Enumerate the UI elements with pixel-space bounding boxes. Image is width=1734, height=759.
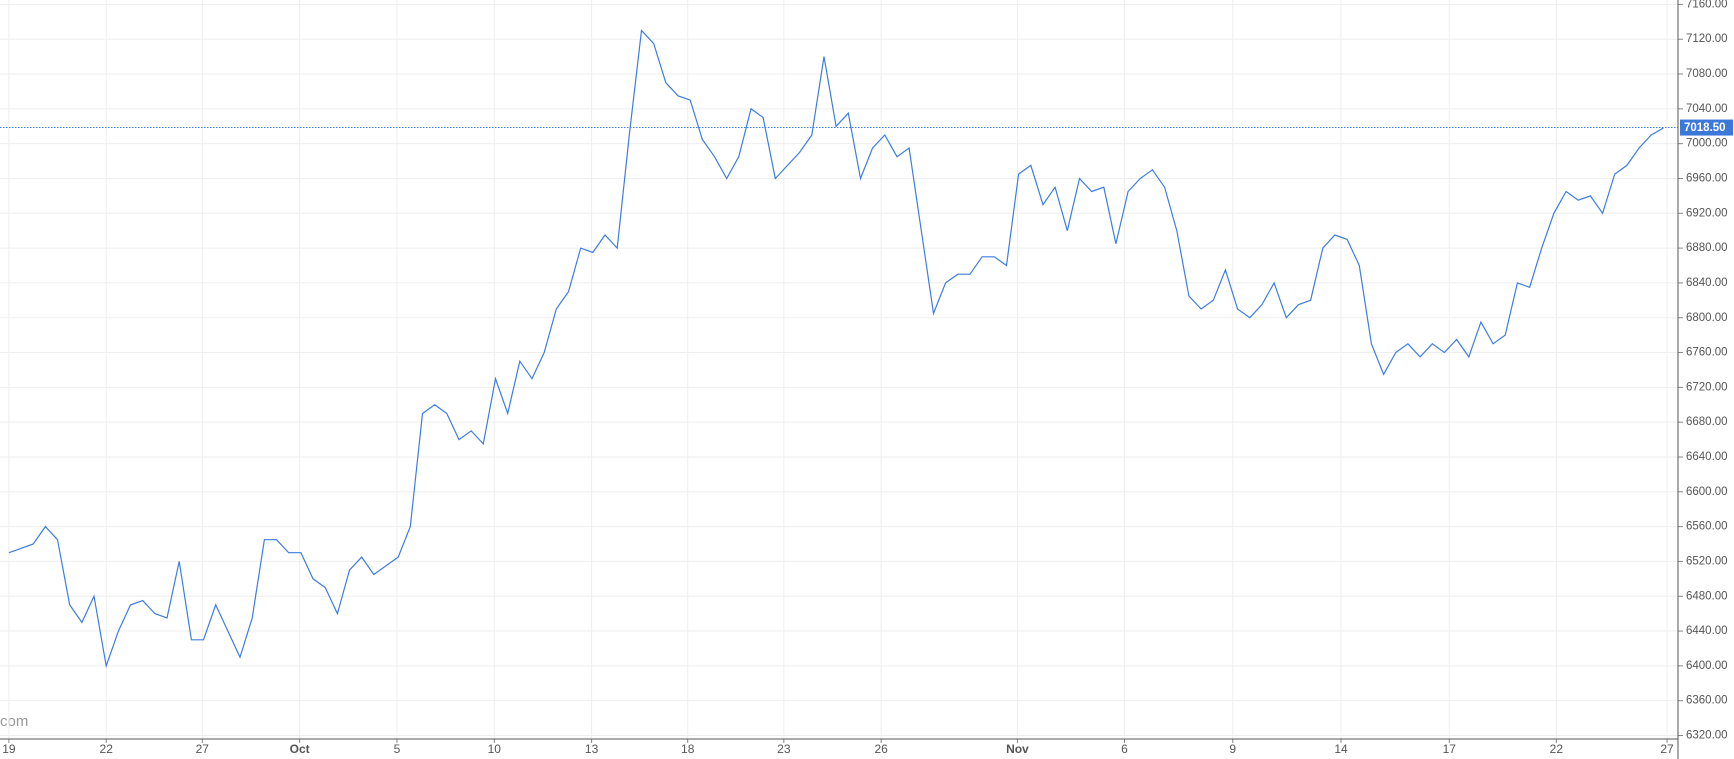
y-tick-label: 6960.00 [1686, 173, 1728, 185]
x-tick-label: 22 [1550, 742, 1564, 756]
y-tick-label: 6560.00 [1686, 521, 1728, 533]
grid [0, 0, 1678, 739]
y-tick-label: 7120.00 [1686, 33, 1728, 45]
y-tick-label: 6400.00 [1686, 660, 1728, 672]
x-tick-label: 27 [1660, 742, 1674, 756]
y-tick-label: 7080.00 [1686, 68, 1728, 80]
y-tick-label: 6600.00 [1686, 486, 1728, 498]
y-tick-label: 6680.00 [1686, 416, 1728, 428]
y-tick-label: 6800.00 [1686, 312, 1728, 324]
y-tick-label: 7040.00 [1686, 103, 1728, 115]
x-tick-label: Nov [1006, 742, 1029, 756]
y-tick-label: 6760.00 [1686, 347, 1728, 359]
y-tick-label: 6360.00 [1686, 695, 1728, 707]
price-tag [1680, 119, 1733, 136]
price-line [8, 29, 1664, 669]
y-tick-label: 6880.00 [1686, 242, 1728, 254]
y-tick-label: 6720.00 [1686, 381, 1728, 393]
x-tick-label: 10 [488, 742, 502, 756]
y-tick-label: 6320.00 [1686, 730, 1728, 742]
x-tick-label: 14 [1334, 742, 1348, 756]
price-tag-label: 7018.50 [1684, 122, 1726, 134]
x-tick-label: 5 [394, 742, 401, 756]
x-tick-label: 18 [681, 742, 695, 756]
x-tick-label: 26 [874, 742, 888, 756]
y-tick-label: 6520.00 [1686, 555, 1728, 567]
y-tick-label: 6840.00 [1686, 277, 1728, 289]
x-tick-label: 9 [1229, 742, 1236, 756]
watermark: com [0, 713, 28, 730]
y-tick-label: 6920.00 [1686, 207, 1728, 219]
y-tick-label: 6440.00 [1686, 625, 1728, 637]
x-tick-label: 6 [1121, 742, 1128, 756]
y-tick-label: 7160.00 [1686, 0, 1728, 10]
y-tick-label: 6480.00 [1686, 590, 1728, 602]
x-tick-label: 27 [196, 742, 210, 756]
x-tick-label: 17 [1443, 742, 1457, 756]
x-tick-label: 23 [777, 742, 791, 756]
x-tick-label: 19 [2, 742, 16, 756]
y-tick-label: 6640.00 [1686, 451, 1728, 463]
x-tick-label: 22 [100, 742, 114, 756]
x-tick-label: Oct [290, 742, 310, 756]
x-tick-label: 13 [585, 742, 599, 756]
y-tick-label: 7000.00 [1686, 138, 1728, 150]
